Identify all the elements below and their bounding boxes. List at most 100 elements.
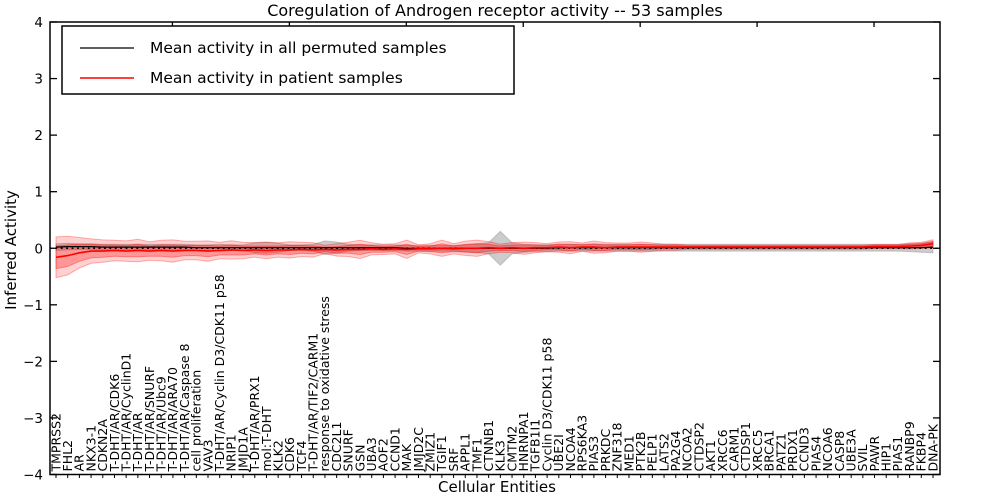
line-layer [50,242,940,259]
y-tick-label: −2 [23,354,43,370]
y-tick-label: −4 [23,468,43,484]
x-category-label: JMJD2C [411,427,426,473]
x-category-label: VAV3 [200,439,215,471]
x-category-label: RANBP9 [902,421,917,471]
x-category-label: CDC2L1 [329,422,344,472]
x-category-label: PELP1 [645,434,660,472]
y-tick-label: 0 [34,241,43,257]
x-category-label: TGFB1I1 [528,419,543,473]
y-tick-label: 1 [34,185,43,201]
x-category-label: T-DHT/AR [130,412,145,472]
x-category-label: ZMIZ1 [422,432,437,472]
x-category-label: BRCA1 [762,430,777,472]
x-category-label: response to oxidative stress [317,296,332,471]
x-category-label: PA2G4 [668,431,683,472]
x-category-label: T-DHT/AR/Cyclin D3/CDK11 p58 [212,274,227,472]
x-category-label: PATZ1 [773,433,788,471]
x-category-label: FHL2 [60,440,75,472]
x-category-label: NCOA4 [563,427,578,471]
band-layer [55,230,934,279]
x-category-label: HNRNPA1 [516,411,531,471]
x-category-label: MAK [399,443,414,471]
legend-entry-permuted: Mean activity in all permuted samples [80,39,447,57]
x-category-label: CTNNB1 [481,420,496,472]
x-category-label: PTK2B [633,432,648,472]
x-category-label: XRCC6 [715,429,730,471]
patient-mean-line [55,242,934,259]
x-category-label: CMTM2 [504,426,519,472]
x-category-label: T-DHT/AR/CyclinD1 [118,353,133,473]
x-category-label: PIAS1 [890,436,905,472]
x-category-label: TCF4 [294,441,309,473]
x-category-label: CDK6 [282,437,297,472]
y-tick-label: −3 [23,411,43,427]
x-category-label: PRDX1 [785,429,800,471]
x-axis-label: Cellular Entities [438,478,556,496]
x-category-label: PAWR [867,436,882,472]
x-category-label: MED1 [621,435,636,471]
x-category-label: CDKN2A [95,419,110,472]
x-category-label: TGIF1 [434,435,449,472]
x-category-label: NRIP1 [224,434,239,471]
x-category-label: TMPRSS2 [48,413,63,472]
y-tick-label: 4 [34,15,43,31]
x-category-label: SNURF [341,429,356,471]
x-category-label: AOF2 [376,438,391,471]
x-category-label: T-DHT/AR/CDK6 [107,374,122,473]
legend: Mean activity in all permuted samples Me… [61,25,515,95]
legend-label-permuted: Mean activity in all permuted samples [150,39,447,57]
x-category-label: CTDSP1 [738,422,753,471]
y-tick-label: 2 [34,128,43,144]
chart-title: Coregulation of Androgen receptor activi… [267,1,723,20]
legend-label-patient: Mean activity in patient samples [150,69,403,87]
y-axis-label: Inferred Activity [2,190,20,310]
x-category-label: UBE2I [551,434,566,471]
x-category-label: T-DHT/AR/ARA70 [165,367,180,473]
tick-layer [50,21,940,478]
x-category-label: SVIL [855,444,870,471]
x-category-label: Cyclin D3/CDK11 p58 [539,338,554,472]
x-category-label: SRF [446,448,461,472]
x-category-label: JMJD1A [235,427,250,473]
x-category-label: NCOA2 [680,427,695,471]
x-category-label: AKT1 [703,440,718,471]
x-category-label: NKX3-1 [83,425,98,472]
legend-box [61,25,515,95]
x-category-label: XRCC5 [750,429,765,471]
x-category-label: CASP8 [832,431,847,472]
x-category-label: ZNF318 [610,422,625,471]
x-category-label: T-DHT/AR/Caspase 8 [177,344,192,473]
x-category-label: AR [72,454,87,472]
x-category-label: CTDSP2 [691,422,706,471]
x-category-label: CCND1 [387,427,402,471]
x-category-label: DNA-PK [925,423,940,471]
x-category-label: KLK2 [270,440,285,471]
x-category-label: CARM1 [727,427,742,472]
x-category-label: HIP1 [879,443,894,472]
x-category-label: TMF1 [469,438,484,473]
x-category-label: T-DHT/AR/PRX1 [247,375,262,472]
legend-entry-patient: Mean activity in patient samples [80,69,403,87]
x-category-labels: TMPRSS2FHL2ARNKX3-1CDKN2AT-DHT/AR/CDK6T-… [48,274,940,472]
x-category-label: CCND3 [797,427,812,471]
x-category-label: KLK3 [493,440,508,471]
x-category-label: PIAS4 [808,436,823,472]
x-category-label: NCOA6 [820,427,835,471]
x-category-label: T-DHT/AR/Ubc9 [154,376,169,472]
y-tick-label: −1 [23,298,43,314]
x-category-label: GSN [352,445,367,472]
y-tick-labels: 4 3 2 1 0 −1 −2 −3 −4 [23,15,43,484]
y-tick-label: 3 [34,72,43,88]
x-category-label: UBE3A [843,429,858,472]
x-category-label: T-DHT/AR/TIF2/CARM1 [306,333,321,473]
x-category-label: T-DHT/AR/SNURF [142,366,157,473]
x-category-label: cell proliferation [189,370,204,472]
x-category-label: RPS6KA3 [575,415,590,472]
x-category-label: APPL1 [458,433,473,472]
x-category-label: UBA3 [364,437,379,471]
x-category-label: PIAS3 [586,436,601,472]
x-category-label: PRKDC [598,428,613,471]
x-category-label: FKBP4 [914,432,929,472]
